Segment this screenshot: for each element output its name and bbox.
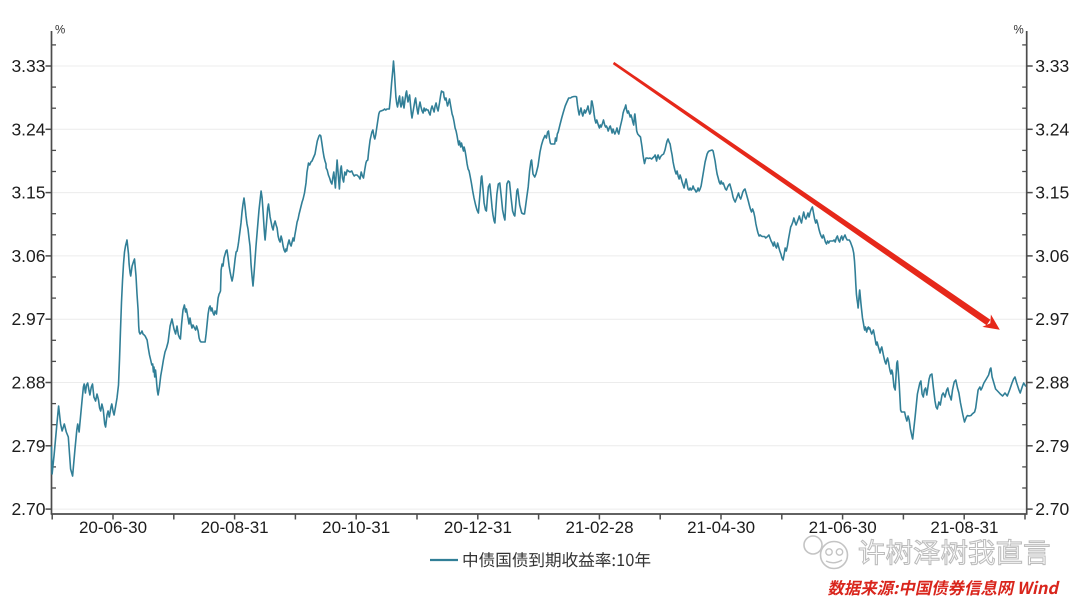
svg-text:21-08-31: 21-08-31 bbox=[930, 518, 998, 537]
svg-text:3.15: 3.15 bbox=[1035, 183, 1069, 203]
svg-text:3.06: 3.06 bbox=[11, 246, 45, 266]
svg-text:20-06-30: 20-06-30 bbox=[79, 518, 147, 537]
svg-text:20-10-31: 20-10-31 bbox=[322, 518, 390, 537]
svg-text:21-04-30: 21-04-30 bbox=[687, 518, 755, 537]
svg-text:21-02-28: 21-02-28 bbox=[565, 518, 633, 537]
svg-text:2.88: 2.88 bbox=[11, 373, 45, 393]
svg-text:%: % bbox=[55, 25, 65, 37]
svg-text:2.79: 2.79 bbox=[1035, 436, 1069, 456]
svg-text:3.15: 3.15 bbox=[11, 183, 45, 203]
svg-text:2.97: 2.97 bbox=[11, 309, 45, 329]
svg-text:20-08-31: 20-08-31 bbox=[201, 518, 269, 537]
svg-text:3.06: 3.06 bbox=[1035, 246, 1069, 266]
svg-text:2.88: 2.88 bbox=[1035, 373, 1069, 393]
svg-text:%: % bbox=[1013, 25, 1023, 37]
svg-text:3.33: 3.33 bbox=[1035, 56, 1069, 76]
svg-text:2.70: 2.70 bbox=[1035, 499, 1069, 519]
svg-text:2.70: 2.70 bbox=[11, 499, 45, 519]
svg-text:2.97: 2.97 bbox=[1035, 309, 1069, 329]
svg-text:3.24: 3.24 bbox=[1035, 119, 1069, 139]
svg-text:21-06-30: 21-06-30 bbox=[809, 518, 877, 537]
svg-text:3.33: 3.33 bbox=[11, 56, 45, 76]
svg-text:2.79: 2.79 bbox=[11, 436, 45, 456]
svg-text:20-12-31: 20-12-31 bbox=[444, 518, 512, 537]
svg-text:3.24: 3.24 bbox=[11, 119, 45, 139]
